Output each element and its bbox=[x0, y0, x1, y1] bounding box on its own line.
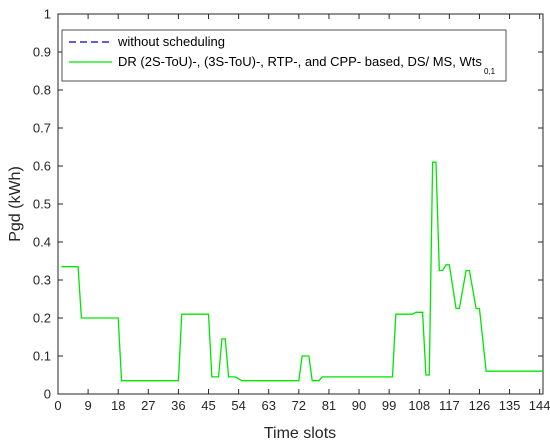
legend: without scheduling DR (2S-ToU)-, (3S-ToU… bbox=[61, 29, 507, 82]
legend-label-series-1-subscript: 0,1 bbox=[484, 67, 496, 76]
x-tick-label: 144 bbox=[529, 398, 550, 413]
series-line-1 bbox=[61, 161, 543, 382]
legend-label-series-1: DR (2S-ToU)-, (3S-ToU)-, RTP-, and CPP- … bbox=[118, 54, 482, 69]
x-tick-label: 9 bbox=[84, 398, 91, 413]
y-tick-label: 0.9 bbox=[33, 45, 51, 60]
y-tick-label: 1 bbox=[44, 7, 51, 22]
x-tick-label: 108 bbox=[408, 398, 430, 413]
y-tick-label: 0.5 bbox=[33, 197, 51, 212]
y-tick-label: 0.8 bbox=[33, 83, 51, 98]
x-axis-label: Time slots bbox=[264, 425, 336, 442]
x-tick-label: 90 bbox=[352, 398, 366, 413]
x-tick-label: 18 bbox=[111, 398, 125, 413]
y-tick-label: 0.2 bbox=[33, 311, 51, 326]
x-tick-label: 117 bbox=[439, 398, 460, 413]
x-tick-label: 27 bbox=[141, 398, 155, 413]
y-tick-label: 0 bbox=[44, 387, 51, 402]
x-tick-label: 135 bbox=[499, 398, 521, 413]
y-axis-label: Pgd (kWh) bbox=[7, 166, 24, 242]
legend-box bbox=[61, 29, 507, 82]
y-tick-label: 0.3 bbox=[33, 273, 51, 288]
x-tick-label: 45 bbox=[201, 398, 215, 413]
y-tick-label: 0.4 bbox=[33, 235, 51, 250]
y-tick-label: 0.7 bbox=[33, 121, 51, 136]
y-tick-label: 0.1 bbox=[33, 349, 51, 364]
x-tick-label: 72 bbox=[292, 398, 306, 413]
series-layer bbox=[61, 161, 543, 382]
x-tick-label: 126 bbox=[469, 398, 491, 413]
x-tick-label: 36 bbox=[171, 398, 185, 413]
x-tick-label: 0 bbox=[54, 398, 61, 413]
legend-label-series-0: without scheduling bbox=[117, 34, 225, 49]
x-tick-label: 54 bbox=[231, 398, 245, 413]
x-tick-label: 81 bbox=[322, 398, 336, 413]
y-tick-label: 0.6 bbox=[33, 159, 51, 174]
y-axis-ticks: 0 0.1 0.2 0.3 0.4 0.5 0.6 0.7 0.8 0.9 1 bbox=[33, 7, 543, 402]
x-tick-label: 99 bbox=[382, 398, 396, 413]
x-axis-ticks: 0 9 18 27 36 45 54 63 72 81 90 99 108 117 126 135 144 bbox=[54, 14, 550, 413]
x-tick-label: 63 bbox=[261, 398, 275, 413]
